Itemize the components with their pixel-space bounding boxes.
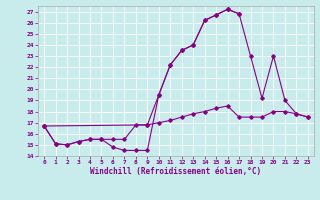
X-axis label: Windchill (Refroidissement éolien,°C): Windchill (Refroidissement éolien,°C) <box>91 167 261 176</box>
